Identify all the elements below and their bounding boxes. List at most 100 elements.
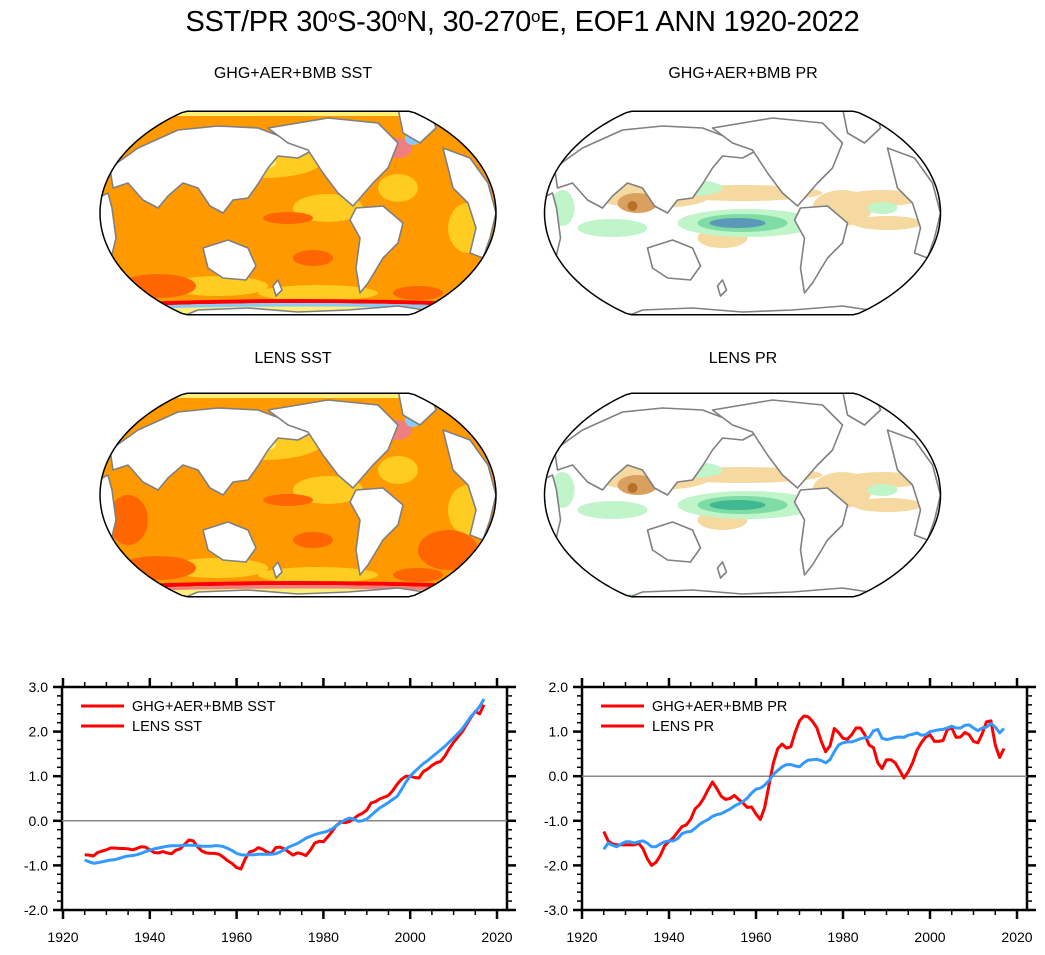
sst-red-band xyxy=(138,299,458,306)
y-tick-label: -3.0 xyxy=(544,902,568,918)
continent-nz xyxy=(716,279,728,297)
title-text: N, 30-270 xyxy=(406,6,531,38)
map-border xyxy=(99,110,497,316)
timeseries-sst-panel: 1920 1940 1960 1980 2000 2020 -2.0 -1.0 0.0 1.0 2.… xyxy=(24,678,516,945)
y-tick-label: -1.0 xyxy=(24,857,48,873)
continent-asia xyxy=(109,407,314,496)
map-border xyxy=(99,392,497,598)
x-tick-label: 1920 xyxy=(47,929,78,945)
legend-label: GHG+AER+BMB PR xyxy=(652,699,787,715)
sst-arctic-field xyxy=(100,111,496,116)
y-tick-label: 1.0 xyxy=(29,768,49,784)
map-border xyxy=(543,392,942,598)
pr-drying-max xyxy=(627,201,638,211)
y-tick-label: -2.0 xyxy=(24,902,48,918)
y-tick-label: 3.0 xyxy=(29,679,49,695)
pr-wetting-patch xyxy=(577,501,648,519)
sst-warm-patch xyxy=(293,532,333,548)
continent-nz xyxy=(716,561,728,579)
figure-title: SST/PR 30oS-30oN, 30-270oE, EOF1 ANN 192… xyxy=(0,6,1045,39)
pr-drying-core xyxy=(617,475,658,495)
x-tick-label: 2000 xyxy=(914,929,945,945)
continent-south-america xyxy=(793,205,849,294)
sst-yellow-patch xyxy=(258,567,378,583)
degree-symbol: o xyxy=(327,7,338,26)
continent-antarctica xyxy=(157,305,459,315)
continent-nz xyxy=(272,279,283,297)
map-title-ghg-pr: GHG+AER+BMB PR xyxy=(668,65,818,82)
pr-drying-core xyxy=(617,193,658,213)
continent-australia xyxy=(646,521,702,563)
y-tick-label: -2.0 xyxy=(544,857,568,873)
continent-south-america xyxy=(793,487,849,576)
sst-warm-patch xyxy=(293,250,333,266)
legend-label: GHG+AER+BMB SST xyxy=(132,699,276,715)
sst-arctic-field xyxy=(100,393,496,398)
sst-warm-patch xyxy=(108,495,148,545)
map-ghg-pr xyxy=(543,110,942,316)
x-tick-label: 1940 xyxy=(653,929,684,945)
sst-yellow-patch xyxy=(258,285,378,301)
pr-drying-patch xyxy=(852,216,923,230)
pr-wetting-core xyxy=(709,218,766,228)
y-tick-label: 2.0 xyxy=(29,724,49,740)
legend-label: LENS SST xyxy=(132,719,202,735)
continent-asia xyxy=(109,125,314,214)
map-lens-sst xyxy=(99,392,497,598)
sst-yellow-patch xyxy=(293,194,363,222)
continent-nz xyxy=(272,561,283,579)
sst-warm-patch xyxy=(393,286,443,300)
continent-antarctica xyxy=(601,587,904,597)
continent-antarctica xyxy=(157,587,459,597)
sst-red-band xyxy=(138,581,458,588)
map-border xyxy=(543,110,942,316)
continent-north-america xyxy=(711,399,844,489)
continent-asia xyxy=(553,407,759,496)
sst-warm-patch xyxy=(263,494,313,506)
sst-yellow-patch xyxy=(378,456,418,484)
x-tick-label: 1980 xyxy=(827,929,858,945)
title-text: SST/PR 30 xyxy=(185,6,329,38)
continent-australia xyxy=(646,239,702,281)
pr-drying-patch xyxy=(852,498,923,512)
title-text: E, EOF1 ANN 1920-2022 xyxy=(540,6,860,38)
map-title-ghg-sst: GHG+AER+BMB SST xyxy=(213,65,373,82)
sst-band-edge xyxy=(138,585,458,591)
continent-north-america xyxy=(267,399,399,489)
continent-antarctica xyxy=(601,305,904,315)
continent-north-america xyxy=(711,117,844,207)
title-text: S-30 xyxy=(337,6,398,38)
continent-north-america xyxy=(267,117,399,207)
sst-warm-patch xyxy=(418,530,478,570)
plot-frame xyxy=(60,685,509,912)
x-tick-label: 2020 xyxy=(481,929,512,945)
y-tick-label: 1.0 xyxy=(549,724,569,740)
continent-asia xyxy=(553,125,759,214)
series-line-lens-pr xyxy=(602,722,1006,851)
sst-warm-patch xyxy=(263,212,313,224)
x-tick-label: 2000 xyxy=(395,929,426,945)
sst-yellow-patch xyxy=(293,476,363,504)
sst-yellow-patch xyxy=(168,558,268,578)
legend-label: LENS PR xyxy=(652,719,714,735)
pr-wetting-patch xyxy=(577,219,648,237)
continent-south-america xyxy=(349,487,404,576)
y-tick-label: -1.0 xyxy=(544,813,568,829)
series-line-lens-sst xyxy=(84,698,486,865)
pr-wetting-patch xyxy=(867,202,898,214)
x-tick-label: 1940 xyxy=(134,929,165,945)
sst-yellow-patch xyxy=(168,276,268,296)
degree-symbol: o xyxy=(530,7,541,26)
x-tick-label: 1960 xyxy=(740,929,771,945)
sst-band-edge xyxy=(138,303,458,309)
pr-wetting-patch xyxy=(867,484,898,496)
degree-symbol: o xyxy=(397,7,407,26)
map-title-lens-sst: LENS SST xyxy=(254,350,332,367)
map-title-lens-pr: LENS PR xyxy=(708,350,778,367)
y-tick-label: 2.0 xyxy=(549,679,569,695)
map-ghg-sst xyxy=(99,110,497,316)
map-lens-pr xyxy=(543,392,942,598)
plot-frame xyxy=(580,685,1029,912)
y-tick-label: 0.0 xyxy=(29,813,49,829)
